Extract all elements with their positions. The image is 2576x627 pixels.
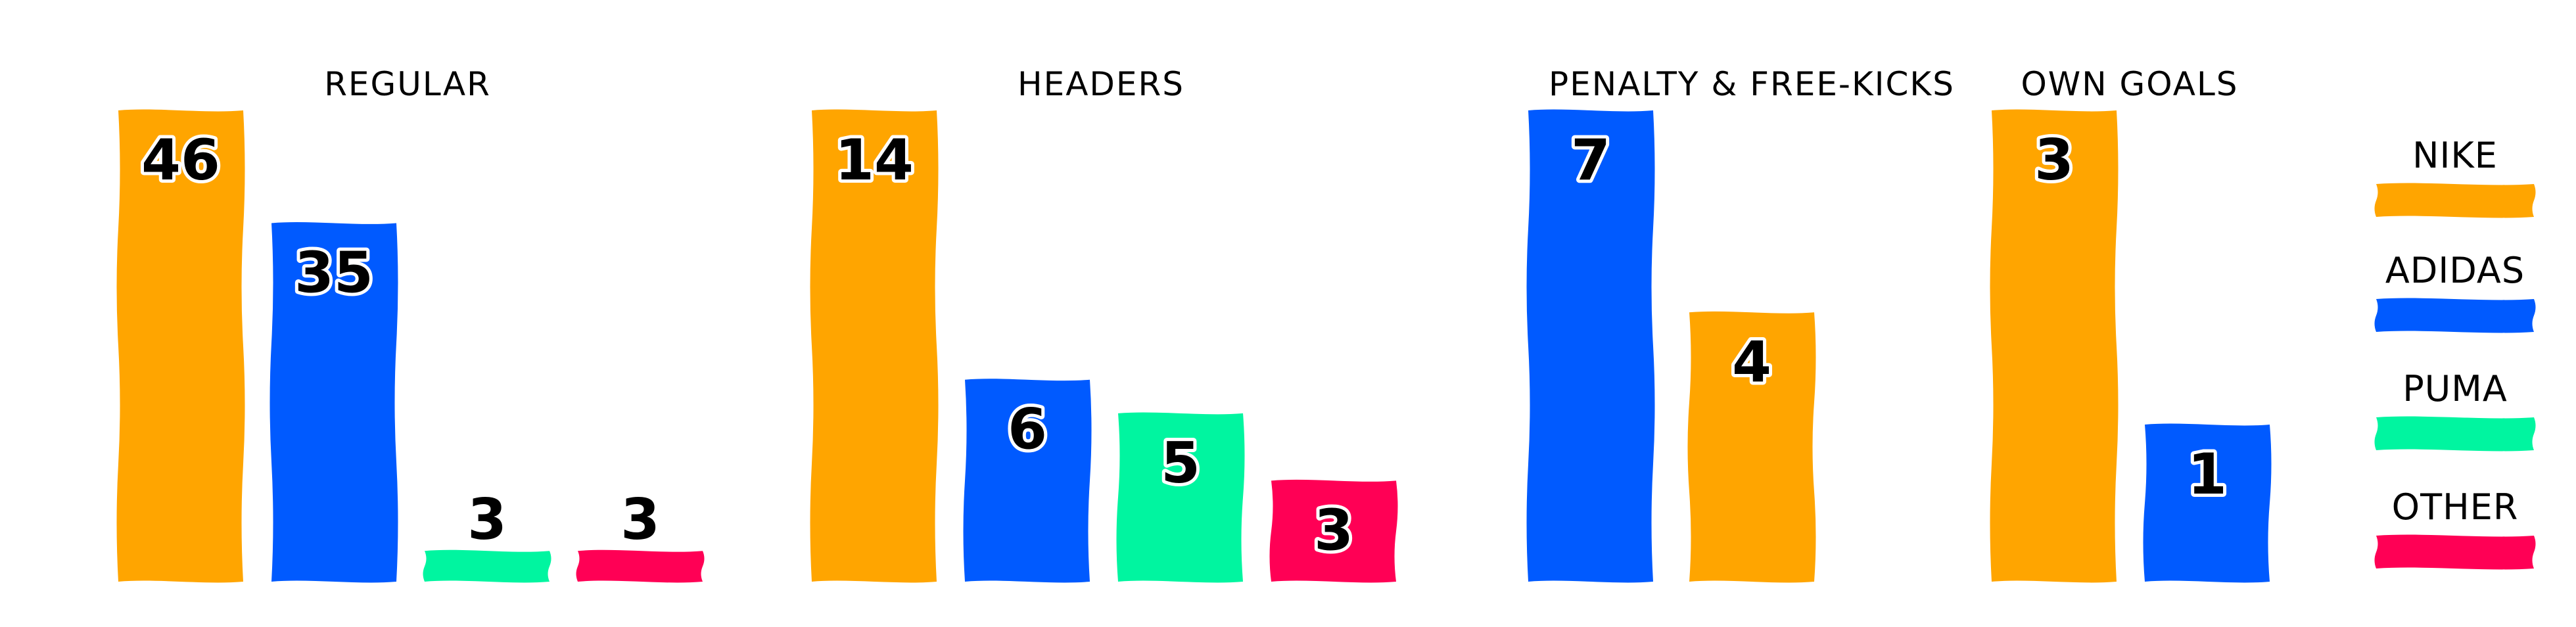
- bar-value-label: 3: [2034, 128, 2074, 193]
- legend-label: OTHER: [2392, 486, 2519, 528]
- panel-title: REGULAR: [324, 65, 491, 103]
- legend-label: NIKE: [2412, 135, 2498, 176]
- legend-swatch: [2374, 183, 2536, 218]
- panel-title: PENALTY & FREE-KICKS: [1549, 65, 1955, 103]
- bar-adidas: [963, 379, 1092, 583]
- bar-puma: [423, 549, 551, 583]
- panel-4: OWN GOALS 3 1: [1990, 65, 2272, 583]
- bar-value-label: 3: [467, 487, 507, 553]
- legend-item-adidas: ADIDAS: [2374, 250, 2536, 333]
- legend-label: ADIDAS: [2385, 250, 2525, 291]
- bar-other: [576, 549, 705, 583]
- panel-title: HEADERS: [1018, 65, 1184, 103]
- legend-item-puma: PUMA: [2374, 368, 2536, 452]
- panel-1: REGULAR 46 35 3 3: [116, 65, 705, 583]
- bar-value-label: 7: [1571, 128, 1610, 193]
- legend-item-other: OTHER: [2374, 486, 2536, 570]
- bar-other: [1269, 479, 1398, 583]
- bar-nike: [116, 109, 245, 583]
- legend-item-nike: NIKE: [2374, 135, 2536, 218]
- bar-value-label: 3: [1314, 498, 1353, 563]
- bar-value-label: 46: [141, 128, 220, 193]
- legend-swatch: [2374, 534, 2536, 570]
- bar-value-label: 6: [1008, 397, 1047, 463]
- legend-label: PUMA: [2402, 368, 2508, 409]
- bar-nike: [1687, 311, 1816, 583]
- panel-title: OWN GOALS: [2021, 65, 2238, 103]
- bar-value-label: 4: [1732, 329, 1771, 395]
- legend-swatch: [2374, 416, 2536, 452]
- bar-nike: [810, 109, 939, 583]
- bar-adidas: [269, 222, 398, 583]
- panel-2: HEADERS 14 6 5 3: [810, 65, 1398, 583]
- legend-swatch: [2374, 298, 2536, 333]
- bar-value-label: 14: [835, 128, 914, 193]
- bar-adidas: [1526, 109, 1655, 583]
- bar-value-label: 35: [294, 240, 373, 306]
- bar-adidas: [2143, 423, 2272, 583]
- bar-puma: [1116, 412, 1245, 583]
- chart-legend: NIKE ADIDAS PUMA OTHER: [2374, 135, 2536, 570]
- panel-3: PENALTY & FREE-KICKS 7 4: [1526, 65, 1955, 583]
- bar-value-label: 3: [621, 487, 660, 553]
- bar-value-label: 5: [1161, 430, 1200, 496]
- bar-value-label: 1: [2188, 442, 2227, 507]
- bar-nike: [1990, 109, 2119, 583]
